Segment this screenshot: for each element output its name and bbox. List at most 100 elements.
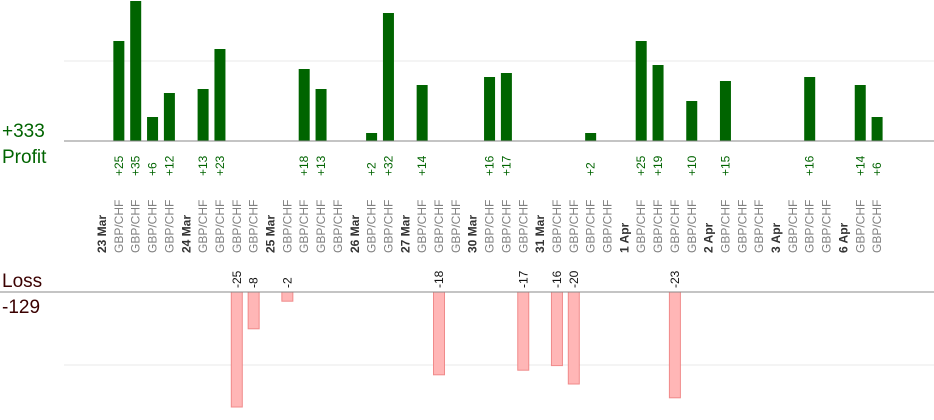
labels-layer: 23 Mar GBP/CHF +25 GBP/CHF +35 GBP/CHF +6 GBP/C… — [95, 155, 884, 288]
profit-bar — [854, 85, 866, 141]
profit-value-label: +14 — [853, 155, 867, 176]
ticket-label: GBP/CHF — [685, 200, 699, 253]
ticket-label: GBP/CHF — [146, 200, 160, 253]
profit-bar — [804, 77, 816, 141]
profit-bar — [719, 81, 731, 141]
ticket-label: GBP/CHF — [718, 200, 732, 253]
ticket-label: GBP/CHF — [129, 200, 143, 253]
profit-bar — [871, 117, 883, 141]
profit-value-label: +25 — [634, 155, 648, 176]
profit-bar — [130, 1, 142, 141]
profit-bar — [500, 73, 512, 141]
loss-bar — [517, 291, 530, 371]
profit-bar — [652, 65, 664, 141]
ticket-label: GBP/CHF — [550, 200, 564, 253]
day-label: 6 Apr — [836, 222, 850, 253]
ticket-label: GBP/CHF — [415, 200, 429, 253]
profit-value-label: +23 — [213, 155, 227, 176]
ticket-label: GBP/CHF — [567, 200, 581, 253]
day-label: 30 Mar — [466, 215, 480, 253]
loss-value-label: -8 — [247, 277, 261, 288]
loss-bar — [230, 291, 243, 408]
loss-value-label: -17 — [516, 270, 530, 288]
loss-bar — [433, 291, 445, 376]
loss-value-label: -25 — [230, 270, 244, 288]
profit-bar — [214, 49, 226, 141]
loss-bar — [247, 291, 260, 330]
profit-bar — [147, 117, 159, 141]
profit-bar — [315, 89, 327, 141]
ticket-label: GBP/CHF — [432, 200, 446, 253]
profit-value-label: +35 — [129, 155, 143, 176]
profit-bar — [113, 41, 125, 141]
profit-value-label: +16 — [483, 155, 497, 176]
profit-bar — [298, 69, 310, 141]
ticket-label: GBP/CHF — [331, 200, 345, 253]
profit-bar — [585, 133, 597, 141]
ticket-label: GBP/CHF — [786, 200, 800, 253]
profit-value-label: +18 — [297, 155, 311, 176]
ticket-label: GBP/CHF — [381, 200, 395, 253]
ticket-label: GBP/CHF — [196, 200, 210, 253]
ticket-label: GBP/CHF — [449, 200, 463, 253]
ticket-label: GBP/CHF — [365, 200, 379, 253]
profit-bar — [635, 41, 647, 141]
profit-value-label: +15 — [718, 155, 732, 176]
profit-bar — [366, 133, 378, 141]
loss-value-label: -16 — [550, 270, 564, 288]
loss-value-label: -2 — [280, 277, 294, 288]
day-label: 3 Apr — [769, 222, 783, 253]
profit-total: +333 — [2, 121, 45, 142]
ticket-label: GBP/CHF — [853, 200, 867, 253]
day-label: 25 Mar — [264, 215, 278, 253]
profit-value-label: +2 — [365, 162, 379, 176]
profit-value-label: +32 — [381, 155, 395, 176]
profit-value-label: +17 — [499, 155, 513, 176]
profit-value-label: +6 — [870, 162, 884, 176]
ticket-label: GBP/CHF — [162, 200, 176, 253]
ticket-label: GBP/CHF — [870, 200, 884, 253]
profit-value-label: +19 — [651, 155, 665, 176]
ticket-label: GBP/CHF — [247, 200, 261, 253]
ticket-label: GBP/CHF — [213, 200, 227, 253]
loss-bar — [668, 291, 681, 399]
day-label: 24 Mar — [179, 215, 193, 253]
profit-bar — [163, 93, 175, 141]
day-label: 27 Mar — [398, 215, 412, 253]
profit-value-label: +13 — [196, 155, 210, 176]
day-label: 23 Mar — [95, 215, 109, 253]
loss-bar — [567, 291, 580, 385]
ticket-label: GBP/CHF — [803, 200, 817, 253]
day-label: 26 Mar — [348, 215, 362, 253]
profit-value-label: +6 — [146, 162, 160, 176]
ticket-label: GBP/CHF — [651, 200, 665, 253]
ticket-label: GBP/CHF — [499, 200, 513, 253]
day-label: 2 Apr — [702, 222, 716, 253]
ticket-label: GBP/CHF — [112, 200, 126, 253]
loss-bar — [550, 291, 563, 367]
profit-value-label: +14 — [415, 155, 429, 176]
ticket-label: GBP/CHF — [634, 200, 648, 253]
loss-value-label: -23 — [668, 270, 682, 288]
profit-value-label: +10 — [685, 155, 699, 176]
profit-bar — [686, 101, 698, 141]
profit-bar — [382, 13, 394, 141]
ticket-label: GBP/CHF — [820, 200, 834, 253]
loss-label: Loss — [2, 271, 42, 292]
profit-value-label: +13 — [314, 155, 328, 176]
ticket-label: GBP/CHF — [601, 200, 615, 253]
loss-total: -129 — [2, 297, 40, 318]
profit-bar — [197, 89, 209, 141]
ticket-label: GBP/CHF — [516, 200, 530, 253]
profit-bar — [484, 77, 496, 141]
ticket-label: GBP/CHF — [735, 200, 749, 253]
ticket-label: GBP/CHF — [752, 200, 766, 253]
ticket-label: GBP/CHF — [483, 200, 497, 253]
loss-value-label: -20 — [567, 270, 581, 288]
ticket-label: GBP/CHF — [668, 200, 682, 253]
profit-label: Profit — [2, 147, 47, 168]
profit-bar — [416, 85, 428, 141]
ticket-label: GBP/CHF — [280, 200, 294, 253]
profit-value-label: +2 — [584, 162, 598, 176]
